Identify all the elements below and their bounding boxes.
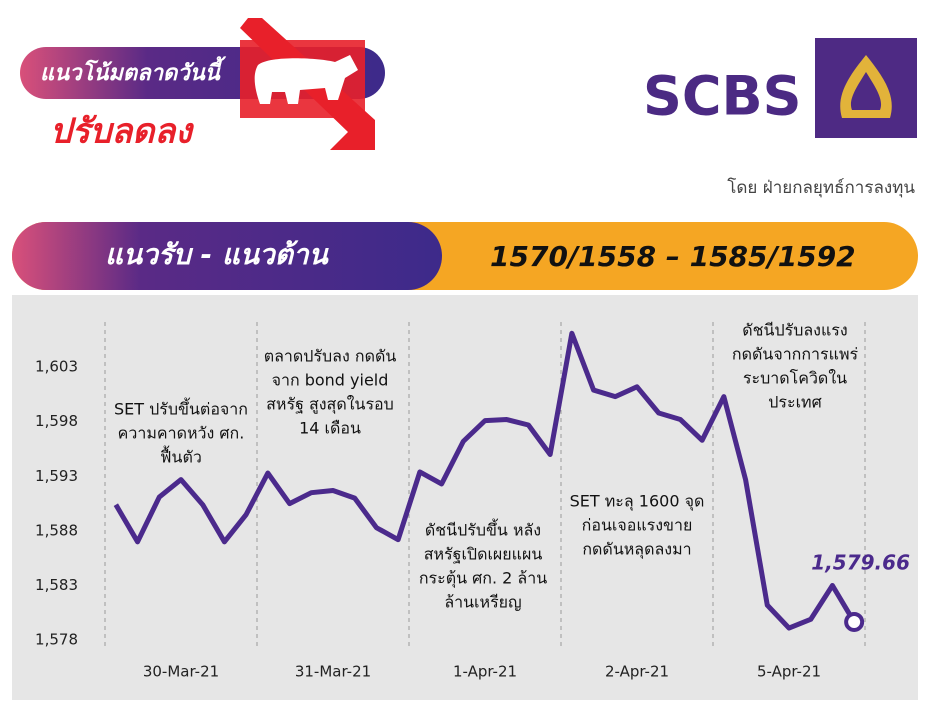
chart-panel (12, 295, 918, 700)
annotation: สหรัฐ สูงสุดในรอบ (266, 395, 394, 415)
y-tick-label: 1,583 (35, 576, 78, 594)
annotation: SET ปรับขึ้นต่อจาก (114, 398, 248, 419)
logo-mark (815, 38, 917, 138)
y-tick-label: 1,593 (35, 467, 78, 485)
end-point (844, 611, 865, 632)
tagline: แนวโน้มตลาดวันนี้ (40, 56, 227, 86)
annotation: ดัชนีปรับขึ้น หลัง (425, 519, 541, 540)
byline: โดย ฝ่ายกลยุทธ์การลงทุน (727, 177, 915, 198)
y-tick-label: 1,588 (35, 521, 78, 539)
band-levels: 1570/1558 – 1585/1592 (490, 240, 856, 273)
value-label: 1,579.66 (811, 550, 910, 574)
annotation: ฟื้นตัว (160, 446, 202, 467)
annotation: ประเทศ (768, 393, 822, 412)
annotation: SET ทะลุ 1600 จุด (570, 492, 705, 512)
series-line (113, 330, 857, 631)
y-tick-label: 1,603 (35, 358, 78, 376)
y-tick-label: 1,578 (35, 631, 78, 649)
annotation: ดัชนีปรับลงแรง (742, 321, 847, 340)
annotation: ระบาดโควิดใน (743, 369, 847, 388)
annotation: กดดันจากการแพร่ (732, 345, 859, 364)
x-tick-label: 2-Apr-21 (605, 663, 669, 681)
annotation: ก่อนเจอแรงขาย (582, 516, 693, 535)
x-tick-label: 31-Mar-21 (295, 663, 371, 681)
annotation: ตลาดปรับลง กดดัน (264, 347, 397, 366)
chart: 1,578 1,583 1,588 1,593 1,598 1,603 30-Mar-21 3… (35, 321, 910, 681)
annotation: จาก bond yield (272, 371, 389, 390)
annotation: กดดันหลุดลงมา (582, 540, 691, 560)
annotation: 14 เดือน (299, 419, 361, 438)
annotation: ความคาดหวัง ศก. (118, 424, 245, 443)
label-band (12, 222, 442, 290)
trend: ปรับลดลง (50, 112, 194, 152)
y-tick-label: 1,598 (35, 412, 78, 430)
bear-arrow-icon (240, 18, 375, 150)
annotation: ล้านเหรียญ (444, 593, 521, 612)
annotation: กระตุ้น ศก. 2 ล้าน (419, 569, 547, 589)
x-tick-label: 30-Mar-21 (143, 663, 219, 681)
band-label: แนวรับ - แนวต้าน (105, 238, 330, 271)
logo-text: SCBS (643, 65, 802, 128)
x-tick-label: 1-Apr-21 (453, 663, 517, 681)
annotation: สหรัฐเปิดเผยแผน (424, 545, 543, 564)
x-tick-label: 5-Apr-21 (757, 663, 821, 681)
